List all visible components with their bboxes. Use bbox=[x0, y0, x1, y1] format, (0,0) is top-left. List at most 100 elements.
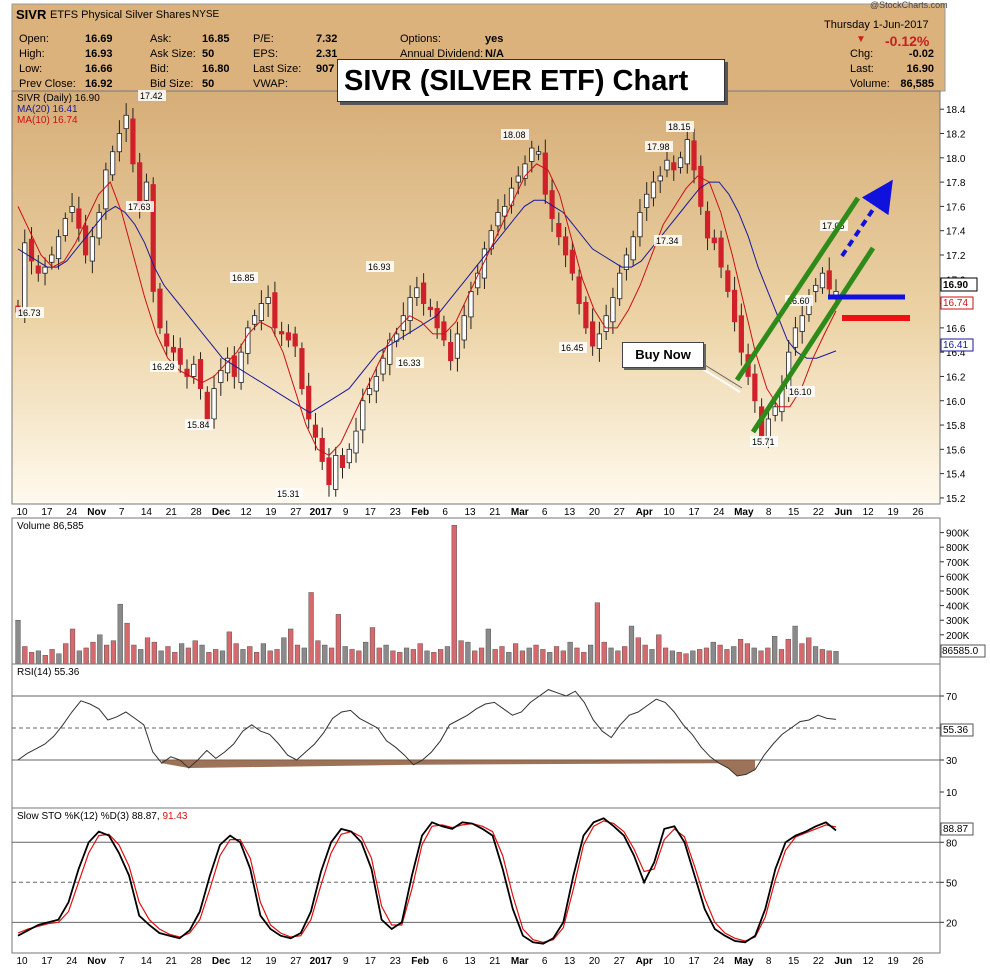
candle bbox=[204, 391, 210, 421]
volume-bar bbox=[492, 649, 498, 665]
legend-volume: Volume 86,585 bbox=[17, 521, 84, 532]
price-annotation-label: 16.73 bbox=[18, 308, 41, 318]
x-axis-label: 19 bbox=[888, 507, 900, 518]
volume-bar bbox=[513, 643, 519, 665]
x-axis-label: 8 bbox=[766, 956, 772, 967]
candle bbox=[576, 276, 582, 304]
volume-bar bbox=[390, 650, 396, 665]
x-axis-label: 24 bbox=[66, 507, 78, 518]
volume-bar bbox=[622, 646, 628, 665]
field-label: P/E: bbox=[253, 33, 274, 45]
price-annotation: 16.93 bbox=[366, 261, 394, 272]
price-annotation: 16.45 bbox=[559, 342, 587, 353]
volume-bar bbox=[288, 628, 294, 665]
right-field-label: Chg: bbox=[850, 48, 874, 60]
candle bbox=[535, 151, 542, 155]
channel-upper-line bbox=[734, 196, 861, 382]
field-label: Bid Size: bbox=[150, 78, 194, 90]
volume-bar bbox=[526, 647, 532, 665]
volume-bar bbox=[744, 643, 750, 665]
volume-bar bbox=[274, 649, 280, 665]
candle bbox=[197, 359, 204, 390]
field-label: High: bbox=[19, 48, 45, 60]
volume-bar bbox=[785, 638, 791, 665]
x-axis-label: 24 bbox=[713, 956, 725, 967]
x-axis-label: 26 bbox=[912, 956, 924, 967]
ma20-tag: 16.41 bbox=[943, 340, 968, 351]
price-y-axis: 18.418.218.017.817.617.417.217.016.816.6… bbox=[940, 105, 966, 505]
volume-bar bbox=[178, 643, 185, 665]
volume-tag: 86585.0 bbox=[942, 646, 979, 657]
right-field-label: Volume: bbox=[850, 78, 890, 90]
x-axis-bottom: 10 17 24 Nov 7 14 21 28 Dec 12 19 27 2017 9 17 23 Feb 6 13… bbox=[16, 956, 924, 967]
field-value: 16.93 bbox=[85, 48, 113, 60]
candle bbox=[677, 157, 684, 168]
x-axis-label: 10 bbox=[664, 507, 676, 518]
candle bbox=[630, 236, 636, 261]
volume-bar bbox=[669, 650, 676, 665]
sto-tag: 88.87 bbox=[943, 824, 968, 835]
candle bbox=[454, 333, 461, 359]
x-axis-label: 27 bbox=[614, 956, 626, 967]
x-axis-label: 24 bbox=[66, 956, 78, 967]
candle bbox=[421, 282, 427, 304]
price-tick-label: 16.4 bbox=[946, 348, 966, 359]
header-name: ETFS Physical Silver Shares bbox=[50, 9, 191, 21]
volume-bar bbox=[124, 622, 130, 665]
x-axis-label: 6 bbox=[542, 507, 548, 518]
volume-tick-label: 300K bbox=[946, 616, 970, 627]
x-axis-label: 20 bbox=[589, 507, 601, 518]
x-axis-label: 17 bbox=[688, 956, 700, 967]
volume-bar bbox=[356, 650, 362, 665]
header-date: Thursday 1-Jun-2017 bbox=[824, 19, 929, 31]
volume-bar bbox=[110, 640, 117, 665]
price-annotation-label: 17.42 bbox=[140, 91, 163, 101]
x-axis-label: 6 bbox=[542, 956, 548, 967]
volume-bar bbox=[635, 637, 641, 665]
x-axis-label: 27 bbox=[290, 507, 302, 518]
price-tick-label: 17.4 bbox=[946, 227, 966, 238]
candle bbox=[704, 210, 711, 239]
candle bbox=[69, 205, 75, 213]
price-annotation: 15.71 bbox=[750, 436, 778, 447]
volume-bar bbox=[315, 640, 321, 665]
candle bbox=[306, 385, 312, 420]
x-axis-label: 14 bbox=[141, 507, 153, 518]
field-label: Prev Close: bbox=[19, 78, 76, 90]
candle bbox=[258, 303, 264, 321]
x-axis-label: 7 bbox=[119, 507, 125, 518]
legend-rsi: RSI(14) 55.36 bbox=[17, 667, 80, 678]
x-axis-label: 12 bbox=[240, 956, 252, 967]
candle bbox=[238, 351, 244, 383]
price-candles bbox=[15, 103, 839, 497]
x-axis-label: 21 bbox=[166, 507, 178, 518]
volume-bar bbox=[267, 650, 273, 665]
x-axis-label: 28 bbox=[191, 507, 203, 518]
x-axis-label: May bbox=[734, 507, 754, 518]
buy-now-callout: Buy Now bbox=[622, 342, 704, 368]
x-axis-label: 27 bbox=[290, 956, 302, 967]
volume-bar bbox=[628, 625, 635, 665]
volume-bar bbox=[322, 644, 328, 665]
price-legend: SIVR (Daily) 16.90 MA(20) 16.41 MA(10) 1… bbox=[17, 93, 100, 126]
price-annotation: 17.63 bbox=[126, 201, 154, 212]
price-tick-label: 15.4 bbox=[946, 470, 966, 481]
volume-tick-label: 700K bbox=[946, 558, 970, 569]
volume-panel bbox=[11, 517, 941, 665]
candle bbox=[826, 270, 832, 290]
volume-bar bbox=[819, 649, 825, 665]
price-annotation: 15.31 bbox=[275, 488, 303, 499]
x-axis-label: 14 bbox=[141, 956, 153, 967]
candle bbox=[448, 342, 454, 362]
candle bbox=[725, 270, 731, 292]
field-label: Annual Dividend: bbox=[400, 48, 484, 60]
volume-bar bbox=[226, 631, 232, 665]
volume-bar bbox=[281, 637, 287, 665]
field-value: N/A bbox=[485, 48, 504, 60]
price-annotation: 16.10 bbox=[787, 386, 815, 397]
price-tick-label: 17.6 bbox=[946, 202, 966, 213]
candle bbox=[583, 301, 589, 329]
legend-sto-k: Slow STO %K(12) %D(3) 88.87, bbox=[17, 811, 160, 822]
candle bbox=[434, 308, 440, 329]
volume-y-axis: 900K 800K 700K 600K 500K 400K 300K 200K bbox=[940, 529, 970, 642]
